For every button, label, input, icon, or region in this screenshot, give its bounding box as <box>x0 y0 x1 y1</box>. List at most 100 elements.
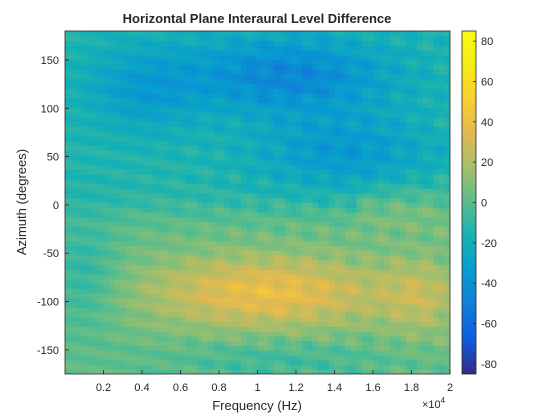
heatmap-cell <box>65 250 72 256</box>
heatmap-cell <box>208 369 215 374</box>
heatmap-cell <box>252 350 259 356</box>
heatmap-cell <box>285 321 292 327</box>
heatmap-cell <box>175 264 182 270</box>
heatmap-cell <box>318 259 325 266</box>
heatmap-cell <box>290 231 297 237</box>
heatmap-cell <box>131 135 138 142</box>
heatmap-cell <box>373 159 380 165</box>
heatmap-cell <box>70 140 77 146</box>
heatmap-cell <box>389 173 396 180</box>
heatmap-cell <box>120 278 127 285</box>
heatmap-cell <box>191 369 198 374</box>
heatmap-cell <box>252 354 259 361</box>
heatmap-cell <box>400 340 407 347</box>
heatmap-cell <box>362 40 369 46</box>
heatmap-cell <box>230 307 237 313</box>
heatmap-cell <box>98 259 105 266</box>
heatmap-cell <box>356 207 363 213</box>
heatmap-cell <box>340 259 347 266</box>
heatmap-cell <box>109 64 116 70</box>
heatmap-cell <box>186 83 193 89</box>
heatmap-cell <box>329 369 336 374</box>
heatmap-cell <box>92 159 99 165</box>
heatmap-cell <box>323 321 330 327</box>
heatmap-cell <box>103 107 110 113</box>
heatmap-cell <box>241 197 248 204</box>
heatmap-cell <box>296 307 303 313</box>
heatmap-cell <box>175 164 182 170</box>
heatmap-cell <box>345 331 352 337</box>
heatmap-cell <box>114 121 121 127</box>
heatmap-cell <box>285 78 292 84</box>
heatmap-cell <box>76 245 83 251</box>
heatmap-cell <box>92 135 99 142</box>
heatmap-cell <box>235 178 242 185</box>
heatmap-cell <box>131 369 138 374</box>
heatmap-cell <box>384 235 391 242</box>
heatmap-cell <box>329 197 336 204</box>
heatmap-cell <box>76 231 83 237</box>
heatmap-cell <box>406 45 413 51</box>
heatmap-cell <box>296 316 303 323</box>
heatmap-cell <box>378 50 385 56</box>
heatmap-cell <box>296 350 303 356</box>
heatmap-cell <box>98 240 105 246</box>
heatmap-cell <box>103 350 110 356</box>
heatmap-cell <box>65 273 72 280</box>
heatmap-cell <box>433 245 440 251</box>
heatmap-cell <box>87 150 94 156</box>
heatmap-cell <box>158 169 165 175</box>
heatmap-cell <box>373 35 380 42</box>
heatmap-cell <box>263 297 270 304</box>
heatmap-cell <box>153 350 160 356</box>
heatmap-cell <box>257 316 264 323</box>
heatmap-cell <box>120 245 127 251</box>
heatmap-cell <box>186 307 193 313</box>
heatmap-cell <box>164 197 171 204</box>
heatmap-cell <box>142 31 149 37</box>
heatmap-cell <box>224 269 231 275</box>
heatmap-cell <box>147 335 154 342</box>
heatmap-cell <box>87 359 94 366</box>
heatmap-cell <box>213 259 220 266</box>
heatmap-cell <box>318 307 325 313</box>
heatmap-cell <box>389 159 396 165</box>
heatmap-cell <box>87 173 94 180</box>
heatmap-cell <box>114 364 121 370</box>
heatmap-cell <box>279 83 286 89</box>
heatmap-cell <box>208 312 215 318</box>
heatmap-cell <box>213 307 220 313</box>
heatmap-cell <box>444 345 450 351</box>
heatmap-cell <box>191 207 198 213</box>
heatmap-cell <box>356 307 363 313</box>
heatmap-cell <box>439 40 446 46</box>
heatmap-cell <box>263 259 270 266</box>
heatmap-cell <box>98 250 105 256</box>
heatmap-cell <box>367 231 374 237</box>
heatmap-cell <box>395 273 402 280</box>
heatmap-cell <box>208 240 215 246</box>
heatmap-cell <box>384 364 391 370</box>
heatmap-cell <box>241 102 248 108</box>
heatmap-cell <box>109 88 116 94</box>
heatmap-cell <box>131 307 138 313</box>
heatmap-cell <box>345 254 352 261</box>
heatmap-cell <box>296 202 303 208</box>
heatmap-cell <box>235 188 242 194</box>
heatmap-cell <box>131 73 138 80</box>
heatmap-cell <box>395 54 402 61</box>
heatmap-cell <box>274 107 281 113</box>
heatmap-cell <box>279 231 286 237</box>
heatmap-cell <box>439 326 446 332</box>
heatmap-cell <box>362 102 369 108</box>
heatmap-cell <box>208 245 215 251</box>
heatmap-cell <box>318 54 325 61</box>
heatmap-cell <box>329 312 336 318</box>
heatmap-cell <box>356 359 363 366</box>
heatmap-cell <box>323 240 330 246</box>
heatmap-cell <box>180 192 187 199</box>
heatmap-cell <box>92 183 99 189</box>
heatmap-cell <box>241 288 248 294</box>
heatmap-cell <box>136 154 143 161</box>
heatmap-cell <box>411 126 418 132</box>
